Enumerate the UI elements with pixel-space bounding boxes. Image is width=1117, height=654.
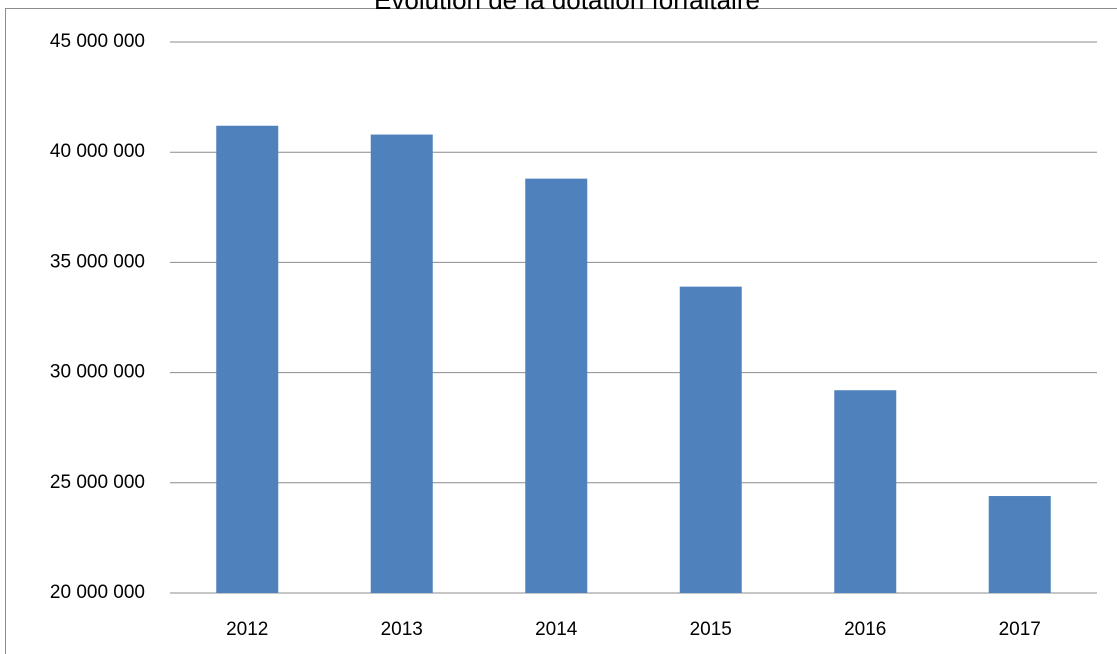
bar (216, 125, 279, 593)
y-tick-label: 25 000 000 (50, 472, 145, 493)
x-tick-label: 2013 (381, 619, 423, 640)
y-tick-label: 20 000 000 (50, 582, 145, 603)
x-tick-label: 2014 (535, 619, 578, 640)
x-tick-label: 2012 (226, 619, 268, 640)
y-tick-label: 35 000 000 (50, 251, 145, 272)
y-tick-label: 45 000 000 (50, 31, 145, 52)
bar (988, 496, 1051, 593)
y-tick-label: 40 000 000 (50, 141, 145, 162)
bar (679, 286, 742, 593)
bar (834, 390, 897, 593)
x-tick-label: 2017 (999, 619, 1041, 640)
x-tick-label: 2015 (690, 619, 732, 640)
y-tick-label: 30 000 000 (50, 362, 145, 383)
x-tick-label: 2016 (844, 619, 886, 640)
chart-title: Évolution de la dotation forfaitaire (374, 0, 760, 15)
chart-frame (5, 8, 1117, 654)
bar (370, 134, 433, 593)
bar (525, 178, 588, 593)
